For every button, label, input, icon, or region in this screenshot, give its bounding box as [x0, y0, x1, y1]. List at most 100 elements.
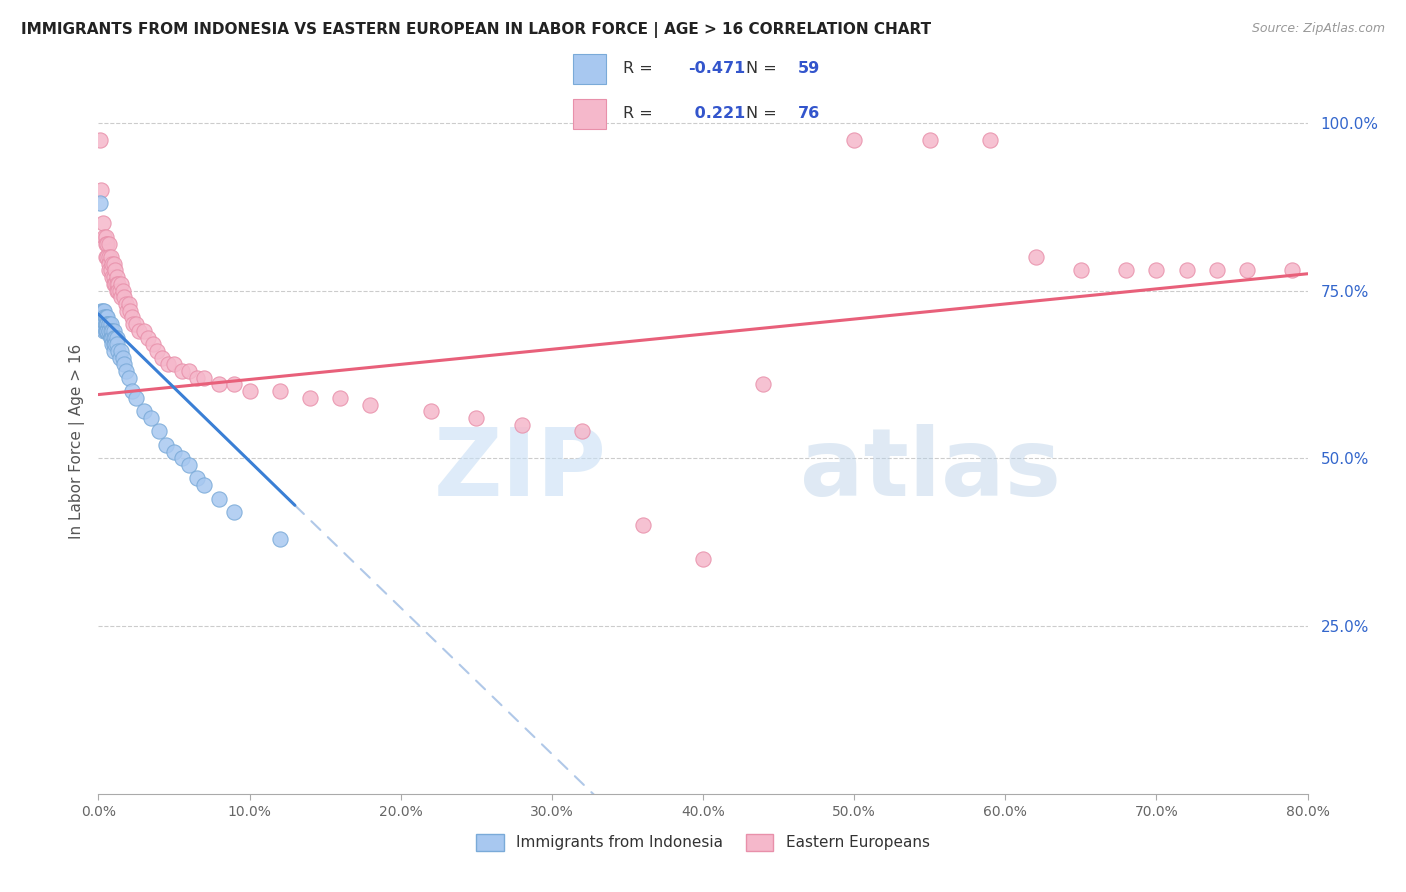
Point: [100, 250, 122, 264]
Point: [510, 417, 533, 432]
Legend: Immigrants from Indonesia, Eastern Europeans: Immigrants from Indonesia, Eastern Europ…: [470, 828, 936, 856]
Point: [224, 505, 246, 519]
Point: [96, 324, 118, 338]
Point: [844, 132, 866, 146]
Point: [94, 324, 117, 338]
Point: [1236, 263, 1258, 277]
Point: [118, 297, 141, 311]
Point: [1070, 263, 1092, 277]
Point: [136, 330, 159, 344]
Point: [104, 330, 127, 344]
Point: [1024, 250, 1046, 264]
Point: [96, 324, 118, 338]
Point: [110, 277, 132, 291]
Point: [108, 351, 131, 365]
Point: [93, 324, 115, 338]
Point: [93, 230, 115, 244]
Point: [98, 257, 121, 271]
Point: [128, 324, 150, 338]
Point: [101, 270, 124, 285]
Point: [98, 250, 121, 264]
Point: [121, 384, 143, 399]
Point: [114, 364, 136, 378]
Point: [155, 438, 177, 452]
Point: [112, 357, 135, 371]
Text: 0.221: 0.221: [689, 106, 745, 121]
Point: [96, 317, 118, 331]
Text: -0.471: -0.471: [689, 62, 745, 77]
Point: [208, 491, 231, 506]
Point: [465, 411, 488, 425]
Point: [101, 257, 124, 271]
Point: [90, 303, 112, 318]
Point: [193, 371, 215, 385]
Point: [104, 337, 127, 351]
Point: [89, 196, 111, 211]
Point: [96, 236, 118, 251]
Point: [193, 478, 215, 492]
Point: [96, 310, 118, 325]
Point: [120, 303, 142, 318]
Point: [224, 377, 246, 392]
Point: [98, 317, 121, 331]
Point: [90, 183, 112, 197]
Point: [101, 337, 124, 351]
Text: Source: ZipAtlas.com: Source: ZipAtlas.com: [1251, 22, 1385, 36]
Point: [631, 518, 654, 533]
Point: [105, 270, 128, 285]
Point: [360, 398, 382, 412]
Point: [121, 310, 143, 325]
Point: [105, 337, 128, 351]
Point: [98, 324, 121, 338]
Point: [100, 330, 122, 344]
Point: [118, 371, 141, 385]
Point: [96, 250, 118, 264]
Point: [1281, 263, 1303, 277]
Point: [1144, 263, 1167, 277]
Point: [125, 391, 148, 405]
Point: [111, 284, 134, 298]
Point: [94, 310, 117, 325]
Text: 76: 76: [799, 106, 821, 121]
Point: [125, 317, 148, 331]
Point: [163, 444, 186, 458]
Point: [179, 458, 201, 472]
Point: [170, 364, 193, 378]
Point: [752, 377, 775, 392]
Point: [110, 290, 132, 304]
Point: [111, 351, 134, 365]
Point: [94, 236, 117, 251]
Point: [98, 263, 121, 277]
Point: [571, 425, 593, 439]
Point: [98, 324, 121, 338]
Point: [208, 377, 231, 392]
Point: [89, 132, 111, 146]
Point: [94, 310, 117, 325]
Point: [142, 337, 165, 351]
Point: [91, 303, 114, 318]
Point: [156, 357, 179, 371]
Text: 59: 59: [799, 62, 821, 77]
Point: [93, 310, 115, 325]
Point: [269, 384, 291, 399]
Point: [101, 330, 124, 344]
Point: [107, 277, 129, 291]
Point: [104, 263, 127, 277]
Point: [98, 317, 121, 331]
Point: [103, 257, 125, 271]
Point: [107, 284, 129, 298]
Point: [112, 290, 135, 304]
Point: [94, 250, 117, 264]
Point: [329, 391, 352, 405]
Point: [186, 371, 208, 385]
Point: [93, 317, 115, 331]
Point: [148, 425, 170, 439]
Point: [918, 132, 941, 146]
Point: [299, 391, 322, 405]
Point: [1115, 263, 1137, 277]
Text: N =: N =: [747, 62, 782, 77]
Point: [420, 404, 443, 418]
Point: [103, 324, 125, 338]
Point: [103, 277, 125, 291]
Point: [150, 351, 173, 365]
